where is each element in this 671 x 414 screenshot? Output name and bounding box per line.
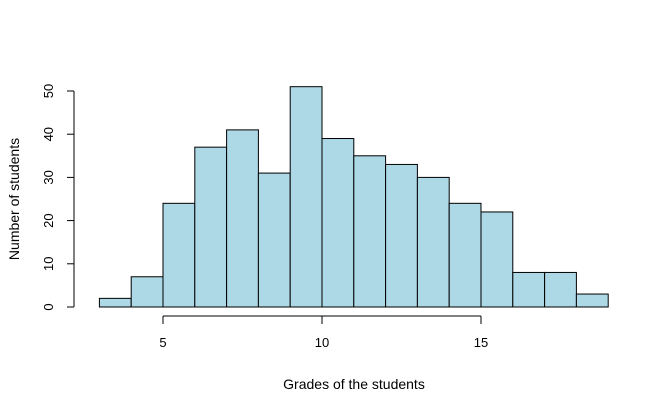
histogram-bar bbox=[289, 86, 323, 308]
histogram-bar bbox=[575, 293, 609, 308]
y-tick-label: 50 bbox=[41, 84, 56, 98]
histogram-bar bbox=[448, 202, 482, 308]
y-axis-title: Number of students bbox=[6, 138, 22, 260]
y-tick-label: 40 bbox=[41, 127, 56, 141]
histogram-bar bbox=[416, 176, 450, 308]
histogram-bar bbox=[194, 146, 228, 308]
y-tick-label: 0 bbox=[41, 303, 56, 310]
bars-group bbox=[98, 86, 609, 308]
histogram-bar bbox=[162, 202, 196, 308]
x-tick-label: 5 bbox=[159, 335, 166, 350]
histogram-bar bbox=[353, 155, 387, 308]
x-axis-title: Grades of the students bbox=[283, 376, 425, 392]
histogram-bar bbox=[480, 211, 514, 308]
x-tick-label: 15 bbox=[474, 335, 488, 350]
histogram-bar bbox=[226, 129, 259, 308]
histogram-bar bbox=[544, 271, 577, 308]
x-axis: 5 10 15 bbox=[159, 315, 488, 350]
x-tick-label: 10 bbox=[315, 335, 329, 350]
y-tick-label: 20 bbox=[41, 213, 56, 227]
histogram-bar bbox=[130, 276, 164, 308]
y-axis: 0 10 20 30 40 50 bbox=[41, 84, 75, 311]
histogram-bar bbox=[257, 172, 291, 308]
histogram-bar bbox=[321, 138, 355, 308]
histogram-bar bbox=[98, 297, 132, 308]
histogram-bar bbox=[385, 163, 418, 308]
y-tick-label: 30 bbox=[41, 170, 56, 184]
histogram-bar bbox=[512, 271, 546, 308]
y-tick-label: 10 bbox=[41, 257, 56, 271]
